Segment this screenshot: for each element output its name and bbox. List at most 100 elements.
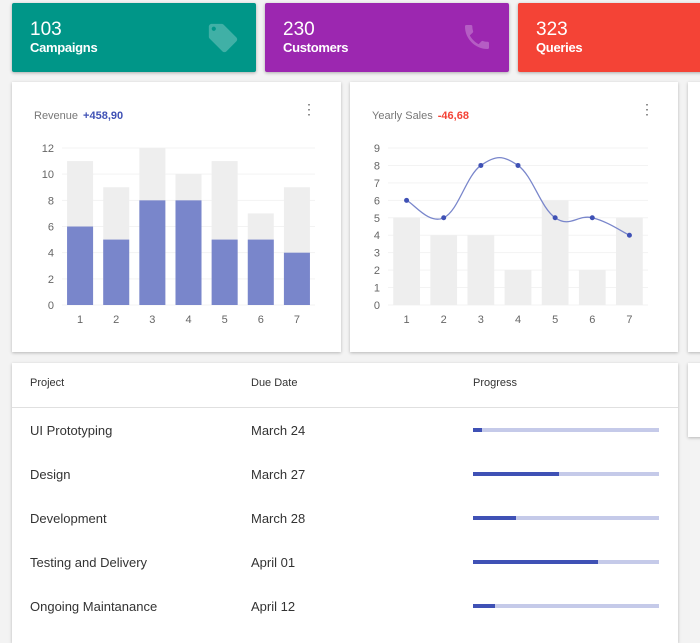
stat-card-campaigns[interactable]: 103 Campaigns [12, 3, 256, 72]
bar-bars [393, 217, 420, 305]
due-date: March 28 [251, 511, 306, 526]
progress-fill [473, 560, 598, 564]
x-tick-label: 7 [294, 314, 300, 326]
header-project: Project [30, 377, 65, 389]
bar-revenue [283, 252, 310, 305]
table-row[interactable]: Development March 28 [12, 511, 678, 555]
progress-fill [473, 516, 516, 520]
x-tick-label: 6 [258, 314, 264, 326]
stat-card-customers[interactable]: 230 Customers [265, 3, 509, 72]
bar-bars [430, 235, 458, 305]
table-row[interactable]: Testing and Delivery April 01 [12, 555, 678, 599]
bar-bars [578, 270, 606, 305]
x-tick-label: 5 [552, 314, 558, 326]
y-tick-label: 8 [48, 195, 54, 207]
x-tick-label: 5 [222, 314, 228, 326]
line-point [404, 197, 410, 203]
header-due-date: Due Date [251, 377, 298, 389]
y-tick-label: 7 [374, 178, 380, 190]
tag-icon [208, 23, 238, 53]
projects-table [12, 363, 678, 643]
y-tick-label: 12 [42, 143, 54, 155]
bar-revenue [175, 200, 202, 305]
bar-bars [504, 270, 532, 305]
x-tick-label: 4 [185, 314, 191, 326]
sales-card [350, 82, 678, 352]
line-point [515, 162, 521, 168]
bar-revenue [67, 226, 94, 305]
y-tick-label: 2 [48, 274, 54, 286]
x-tick-label: 3 [149, 314, 155, 326]
stat-label: Customers [283, 40, 349, 55]
y-tick-label: 4 [374, 230, 380, 242]
progress-fill [473, 472, 559, 476]
stat-value: 323 [536, 19, 568, 40]
table-row[interactable]: Ongoing Maintanance April 12 [12, 599, 678, 643]
more-vert-icon[interactable]: ⋮ [302, 102, 316, 116]
stat-value: 103 [30, 19, 62, 40]
sales-chart: 0 1 2 3 4 5 6 7 8 9 1 2 3 4 5 6 7 [374, 143, 648, 326]
bar-bars [467, 235, 495, 305]
sales-title: Yearly Sales -46,68 [372, 110, 469, 122]
x-tick-label: 7 [626, 314, 632, 326]
x-tick-label: 3 [478, 314, 484, 326]
y-tick-label: 9 [374, 143, 380, 155]
stat-value: 230 [283, 19, 315, 40]
bar-revenue [139, 200, 166, 305]
stat-label: Campaigns [30, 40, 98, 55]
partial-card [688, 363, 700, 437]
y-tick-label: 8 [374, 160, 380, 172]
divider [12, 407, 678, 408]
x-tick-label: 1 [77, 314, 83, 326]
revenue-label: Revenue [34, 110, 79, 122]
table-row[interactable]: UI Prototyping March 24 [12, 423, 678, 467]
line-point [478, 162, 484, 168]
due-date: April 12 [251, 599, 296, 614]
progress-bar [473, 472, 659, 476]
y-tick-label: 6 [48, 222, 54, 234]
stat-label: Queries [536, 40, 583, 55]
x-tick-label: 2 [441, 314, 447, 326]
progress-bar [473, 560, 659, 564]
partial-card [688, 82, 700, 352]
progress-fill [473, 604, 496, 608]
x-tick-label: 1 [404, 314, 410, 326]
due-date: March 24 [251, 423, 306, 438]
bar-revenue [211, 239, 238, 305]
x-tick-label: 4 [515, 314, 521, 326]
y-tick-label: 10 [42, 169, 54, 181]
x-tick-label: 6 [589, 314, 595, 326]
sales-delta: -46,68 [437, 110, 469, 122]
project-name: UI Prototyping [30, 423, 113, 438]
y-tick-label: 4 [48, 248, 54, 260]
bar-revenue [103, 239, 130, 305]
progress-bar [473, 604, 659, 608]
progress-fill [473, 428, 483, 432]
y-tick-label: 5 [374, 213, 380, 225]
revenue-delta: +458,90 [83, 110, 124, 122]
y-tick-label: 0 [374, 300, 380, 312]
line-point [552, 215, 558, 221]
more-vert-icon[interactable]: ⋮ [640, 102, 654, 116]
y-tick-label: 6 [374, 195, 380, 207]
x-tick-label: 2 [113, 314, 119, 326]
progress-bar [473, 516, 659, 520]
y-tick-label: 2 [374, 265, 380, 277]
series-line [406, 156, 630, 236]
y-tick-label: 1 [374, 283, 380, 295]
revenue-title: Revenue +458,90 [34, 110, 123, 122]
sales-label: Yearly Sales [372, 110, 433, 122]
stat-card-queries[interactable]: 323 Queries [518, 3, 700, 72]
line-point [441, 215, 447, 221]
project-name: Testing and Delivery [30, 555, 148, 570]
table-row[interactable]: Design March 27 [12, 467, 678, 511]
y-tick-label: 0 [48, 300, 54, 312]
header-progress: Progress [473, 377, 518, 389]
project-name: Design [30, 467, 71, 482]
phone-icon [465, 25, 489, 49]
line-point [626, 232, 632, 238]
project-name: Development [30, 511, 107, 526]
line-point [589, 215, 595, 221]
project-name: Ongoing Maintanance [30, 599, 158, 614]
